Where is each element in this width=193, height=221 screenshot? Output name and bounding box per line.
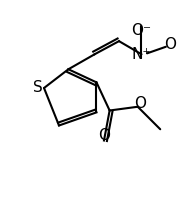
Text: O⁻: O⁻	[131, 23, 152, 38]
Text: S: S	[33, 80, 42, 95]
Text: O: O	[135, 96, 146, 111]
Text: O: O	[165, 37, 177, 52]
Text: O: O	[98, 128, 110, 143]
Text: N⁺: N⁺	[132, 47, 151, 62]
